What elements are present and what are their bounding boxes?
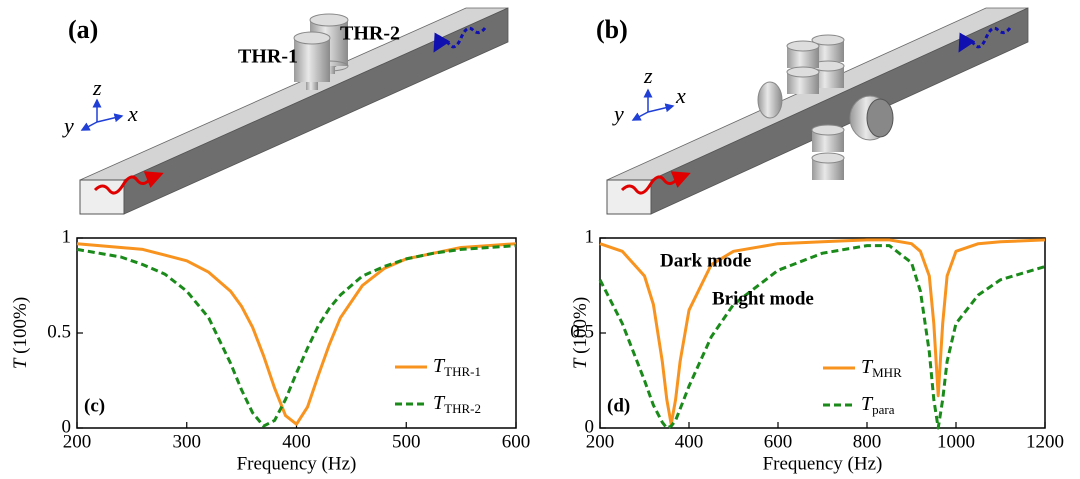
x-tick-label: 1000 [937,431,975,452]
resonator-label: THR-1 [238,46,298,68]
series-line [77,244,516,425]
axes-triad [82,100,122,130]
legend-subscript: THR-1 [444,364,481,379]
x-tick-label: 600 [502,431,531,452]
x-tick-label: 400 [675,431,704,452]
annotation: (d) [607,395,630,416]
legend-label: Tpara [861,393,895,417]
y-tick-label: 0 [585,416,595,437]
legend-subscript: para [872,402,895,417]
y-tick-label: 1 [585,226,595,247]
legend-label: TTHR-2 [433,392,481,416]
axis-name: x [127,101,138,126]
x-tick-label: 1200 [1026,431,1064,452]
panel-label: (b) [596,15,628,44]
legend-label: TMHR [861,356,902,380]
series-line [77,246,516,427]
panel-label: (a) [68,15,98,44]
x-axis-label: Frequency (Hz) [237,453,357,474]
axes-triad [633,90,673,120]
y-axis-label: T (100%) [570,297,591,369]
y-tick-label: 1 [62,226,72,247]
y-axis-unit: (100%) [10,297,31,354]
diagram-a: (a) THR-1 THR-2 z y x [62,8,508,214]
x-tick-label: 500 [392,431,421,452]
y-tick-label: 0.5 [47,321,71,342]
annotation: Dark mode [660,250,751,271]
axis-name: y [612,101,624,126]
y-tick-label: 0 [62,416,72,437]
axis-name: z [643,63,653,88]
y-axis-label: T (100%) [10,297,31,369]
legend-subscript: MHR [872,365,902,380]
x-tick-label: 600 [764,431,793,452]
legend-subscript: THR-2 [444,401,481,416]
annotation: Bright mode [712,288,814,309]
beam-top [80,8,508,180]
y-axis-unit: (100%) [570,297,591,354]
axis-name: y [62,113,74,138]
legend-label: TTHR-1 [433,355,481,379]
figure: (a) THR-1 THR-2 z y x (b) z y x 20030040… [0,0,1080,479]
plot-frame [77,238,516,428]
annotation: (c) [84,395,105,416]
x-tick-label: 400 [282,431,311,452]
diagram-b: (b) z y x [596,8,1028,214]
x-tick-label: 300 [173,431,202,452]
x-axis-label: Frequency (Hz) [763,453,883,474]
x-tick-label: 800 [853,431,882,452]
axis-name: z [92,75,102,100]
axis-name: x [675,83,686,108]
resonator-label: THR-2 [340,23,400,45]
